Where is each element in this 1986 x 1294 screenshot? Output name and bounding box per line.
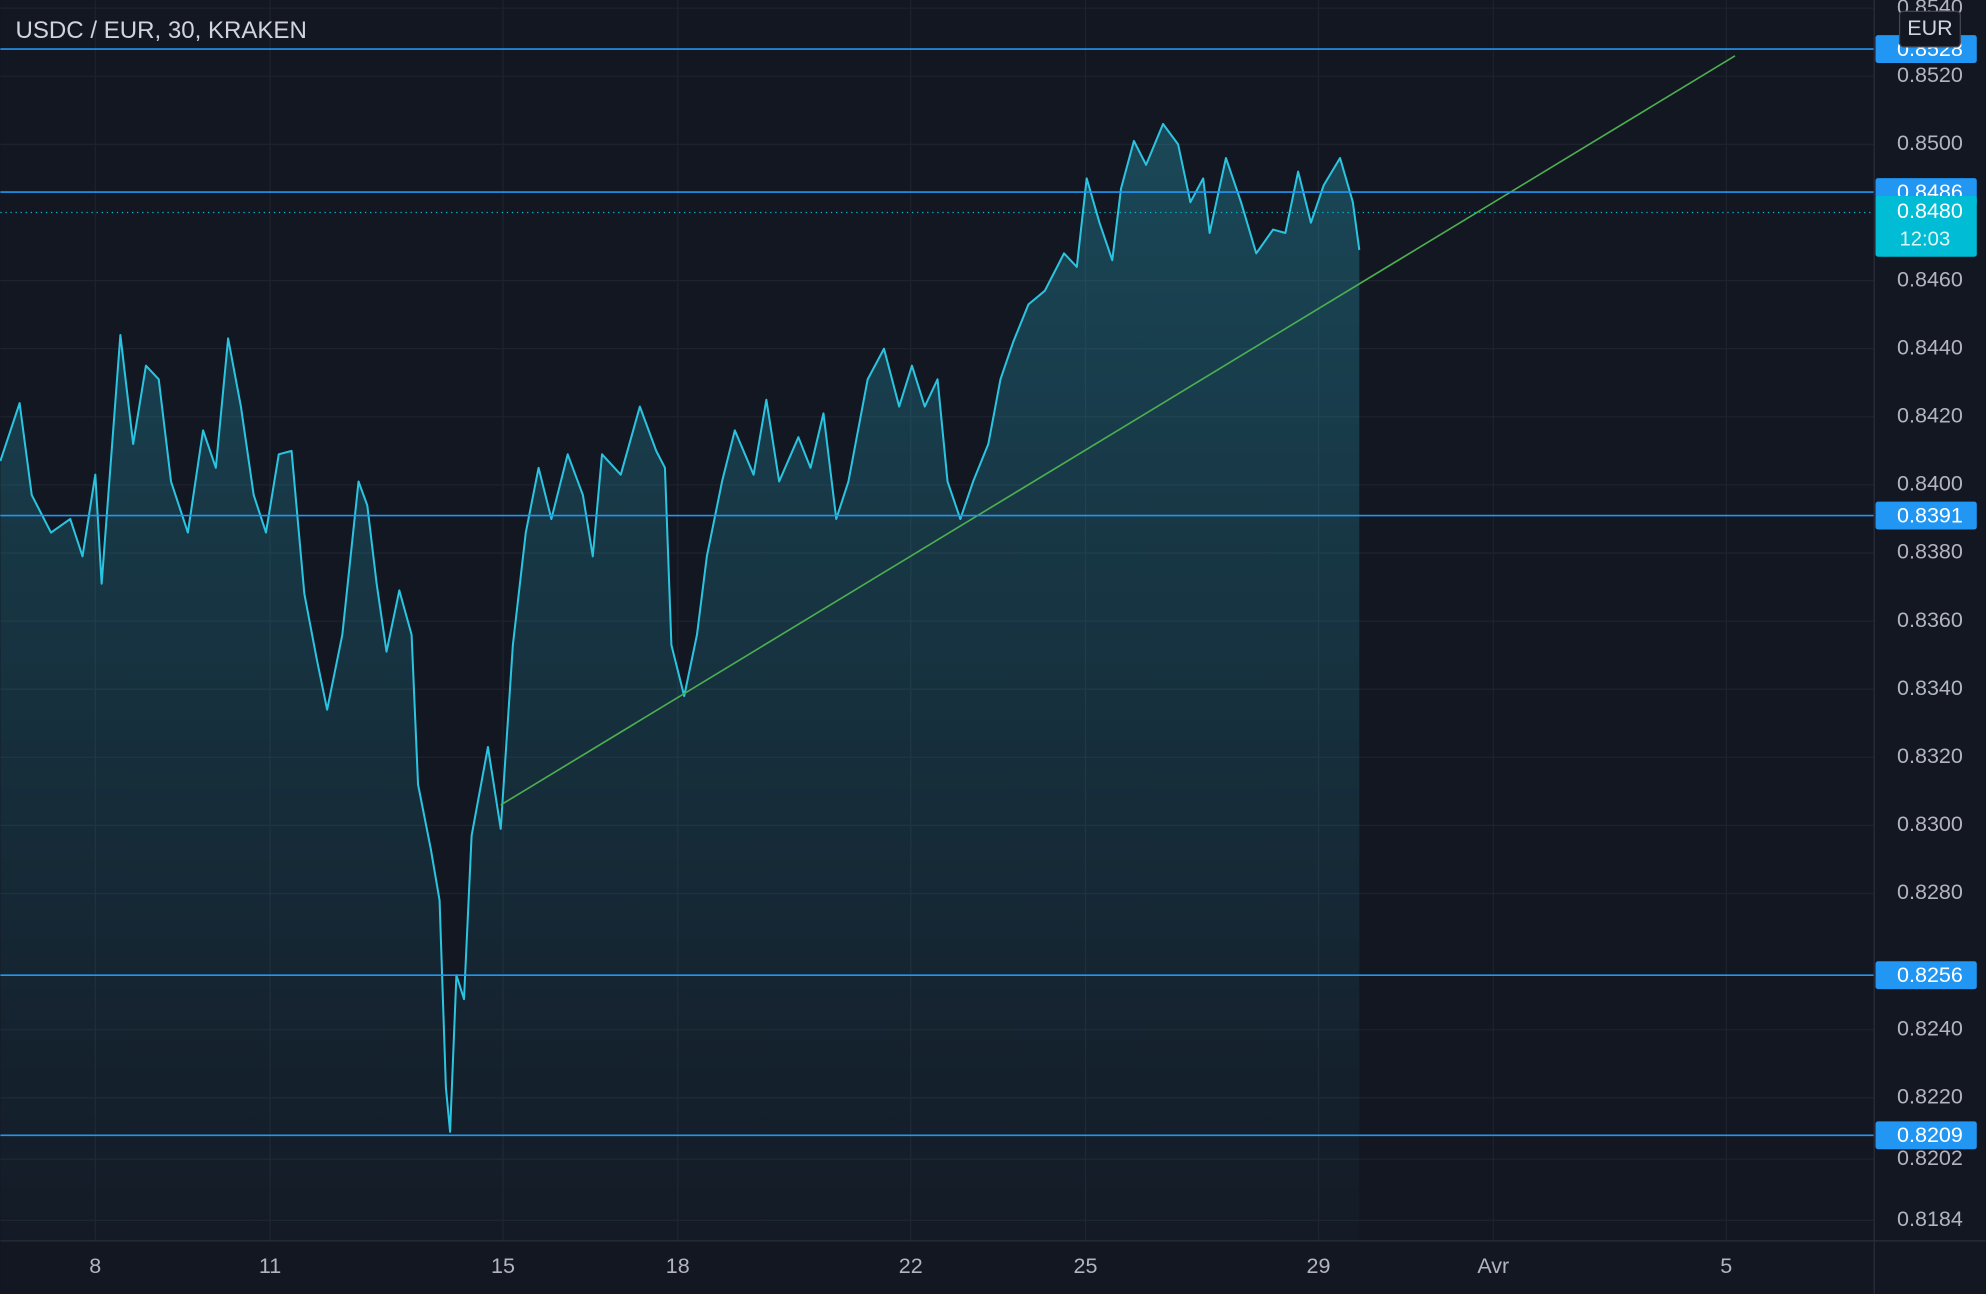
y-tick-label: 0.8184 [1897, 1207, 1963, 1231]
current-price-label: 0.8480 [1897, 199, 1963, 223]
x-tick-label: Avr [1477, 1254, 1509, 1278]
chart-title: USDC / EUR, 30, KRAKEN [16, 17, 307, 44]
level-label-box [1875, 961, 1977, 990]
y-tick-label: 0.8420 [1897, 403, 1963, 427]
x-tick-label: 15 [491, 1254, 515, 1278]
level-label-box [1875, 1121, 1977, 1150]
y-tick-label: 0.8500 [1897, 131, 1963, 155]
x-tick-label: 22 [899, 1254, 923, 1278]
y-tick-label: 0.8360 [1897, 608, 1963, 632]
level-label: 0.8391 [1897, 503, 1963, 527]
y-tick-label: 0.8340 [1897, 676, 1963, 700]
y-tick-label: 0.8380 [1897, 540, 1963, 564]
x-tick-label: 29 [1307, 1254, 1331, 1278]
x-tick-label: 18 [666, 1254, 690, 1278]
y-tick-label: 0.8400 [1897, 472, 1963, 496]
level-label-box [1875, 501, 1977, 530]
current-price-box [1875, 196, 1977, 257]
y-tick-label: 0.8300 [1897, 812, 1963, 836]
level-label: 0.8256 [1897, 963, 1963, 987]
y-tick-label: 0.8280 [1897, 880, 1963, 904]
x-tick-label: 8 [89, 1254, 101, 1278]
x-tick-label: 25 [1074, 1254, 1098, 1278]
currency-label: EUR [1907, 16, 1952, 40]
countdown-label: 12:03 [1900, 229, 1951, 251]
y-tick-label: 0.8220 [1897, 1084, 1963, 1108]
x-tick-label: 5 [1720, 1254, 1732, 1278]
y-tick-label: 0.8440 [1897, 335, 1963, 359]
price-line [0, 122, 1361, 1133]
currency-box [1898, 10, 1961, 48]
y-tick-label: 0.8202 [1897, 1146, 1963, 1170]
x-tick-label: 11 [259, 1254, 281, 1278]
trend-line [500, 55, 1736, 806]
y-tick-label: 0.8320 [1897, 744, 1963, 768]
y-tick-label: 0.8460 [1897, 267, 1963, 291]
y-tick-label: 0.8520 [1897, 63, 1963, 87]
y-tick-label: 0.8240 [1897, 1016, 1963, 1040]
level-label: 0.8209 [1897, 1123, 1963, 1147]
